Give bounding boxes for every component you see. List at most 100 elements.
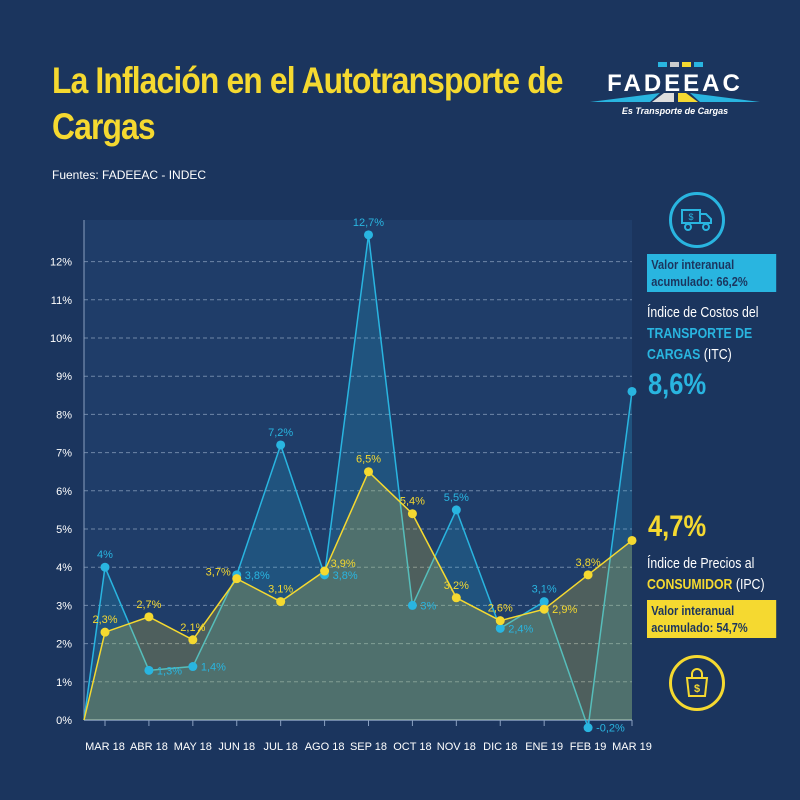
ipc-legend-post: (IPC) <box>735 576 765 593</box>
x-tick-label: ENE 19 <box>525 741 563 753</box>
data-label-itc: 5,5% <box>444 492 469 504</box>
y-tick-label: 9% <box>56 371 72 383</box>
data-label-ipc: 5,4% <box>400 496 425 508</box>
x-tick-label: OCT 18 <box>393 741 431 753</box>
point-itc <box>188 662 198 672</box>
y-tick-label: 1% <box>56 677 72 689</box>
y-tick-label: 8% <box>56 409 72 421</box>
x-tick-label: MAY 18 <box>174 741 212 753</box>
itc-accumulated-badge: Valor interanual acumulado: 66,2% <box>647 254 777 292</box>
itc-legend-text: Índice de Costos del TRANSPORTE DE CARGA… <box>647 302 800 365</box>
point-itc <box>539 597 549 607</box>
x-tick-label: MAR 18 <box>85 741 125 753</box>
data-label-ipc: 3,7% <box>206 567 231 579</box>
x-tick-label: DIC 18 <box>483 741 517 753</box>
x-tick-label: MAR 19 <box>612 741 652 753</box>
point-itc <box>407 600 417 610</box>
point-ipc <box>364 467 373 477</box>
data-label-ipc: 3,9% <box>331 558 356 570</box>
y-tick-label: 2% <box>56 639 72 651</box>
area-ipc <box>84 471 632 720</box>
shopping-bag-dollar-icon: $ <box>669 655 725 711</box>
data-label-itc: 7,2% <box>268 427 293 439</box>
logo-road-icon <box>590 62 760 102</box>
data-label-itc: 2,4% <box>508 623 533 635</box>
area-itc <box>84 234 632 728</box>
line-itc <box>83 234 633 728</box>
x-tick-label: JUN 18 <box>218 741 255 753</box>
x-tick-label: AGO 18 <box>305 741 345 753</box>
data-label-ipc: 6,5% <box>356 454 381 466</box>
point-ipc <box>144 612 154 622</box>
sources: Fuentes: FADEEAC - INDEC <box>52 168 207 182</box>
x-tick-label: SEP 18 <box>350 741 387 753</box>
ipc-accumulated-badge: Valor interanual acumulado: 54,7% <box>647 600 777 638</box>
data-label-itc: 4% <box>97 549 113 561</box>
itc-legend-pre: Índice de Costos del <box>647 304 759 321</box>
svg-text:$: $ <box>694 683 700 695</box>
data-label-itc: 1,4% <box>201 662 226 674</box>
itc-legend-post: (ITC) <box>703 346 732 363</box>
data-label-ipc: 3,8% <box>576 557 601 569</box>
x-tick-label: JUL 18 <box>263 741 297 753</box>
y-tick-label: 0% <box>56 715 72 727</box>
plot-area <box>84 220 632 720</box>
data-label-ipc: 3,2% <box>444 580 469 592</box>
y-tick-label: 10% <box>50 333 72 345</box>
page-title: La Inflación en el Autotransporte de Car… <box>52 60 563 147</box>
data-label-itc: -0,2% <box>596 723 625 735</box>
x-tick-label: NOV 18 <box>437 741 476 753</box>
svg-text:$: $ <box>688 212 693 222</box>
point-itc <box>276 440 286 450</box>
y-tick-label: 12% <box>50 257 72 269</box>
y-tick-label: 7% <box>56 448 72 460</box>
y-tick-label: 3% <box>56 600 72 612</box>
point-ipc <box>451 593 461 603</box>
point-ipc <box>320 566 330 576</box>
data-label-ipc: 2,6% <box>488 603 513 615</box>
logo-tagline: Es Transporte de Cargas <box>621 106 729 116</box>
point-itc <box>100 562 110 572</box>
logo-wordmark: FADEEAC <box>607 70 743 97</box>
x-tick-label: FEB 19 <box>570 741 607 753</box>
fadeeac-logo: FADEEAC Es Transporte de Cargas <box>590 60 760 120</box>
itc-latest-value: 8,6% <box>648 368 707 401</box>
point-itc <box>583 723 593 733</box>
y-tick-label: 11% <box>51 295 72 307</box>
data-label-itc: 3,8% <box>245 570 270 582</box>
point-ipc <box>539 604 549 614</box>
point-ipc <box>495 616 505 626</box>
y-tick-label: 5% <box>56 524 72 536</box>
ipc-legend-text: Índice de Precios al CONSUMIDOR (IPC) <box>647 553 800 595</box>
itc-legend-highlight: TRANSPORTE DE CARGAS <box>647 325 753 363</box>
point-itc <box>364 230 373 240</box>
x-tick-label: ABR 18 <box>130 741 168 753</box>
point-ipc <box>232 574 242 584</box>
y-tick-label: 6% <box>56 486 72 498</box>
data-label-itc: 1,3% <box>157 665 182 677</box>
point-ipc <box>627 535 637 545</box>
point-ipc <box>188 635 198 645</box>
truck-dollar-icon: $ <box>669 192 725 248</box>
point-ipc <box>276 597 286 607</box>
data-label-itc: 12,7% <box>353 217 384 229</box>
data-label-ipc: 2,3% <box>92 614 117 626</box>
point-itc <box>627 386 637 396</box>
ipc-legend-pre: Índice de Precios al <box>647 555 755 572</box>
point-itc <box>451 505 461 515</box>
point-itc <box>144 665 154 675</box>
data-label-ipc: 3,1% <box>268 584 293 596</box>
ipc-legend-highlight: CONSUMIDOR <box>647 576 733 593</box>
point-ipc <box>583 570 593 580</box>
data-label-itc: 3% <box>420 600 436 612</box>
y-tick-label: 4% <box>56 562 72 574</box>
point-ipc <box>407 509 417 519</box>
data-label-itc: 3,8% <box>333 570 358 582</box>
point-ipc <box>100 627 110 637</box>
data-label-ipc: 2,7% <box>136 599 161 611</box>
data-label-itc: 3,1% <box>532 584 557 596</box>
data-label-ipc: 2,1% <box>180 622 205 634</box>
point-itc <box>495 623 505 633</box>
line-ipc <box>83 470 633 721</box>
